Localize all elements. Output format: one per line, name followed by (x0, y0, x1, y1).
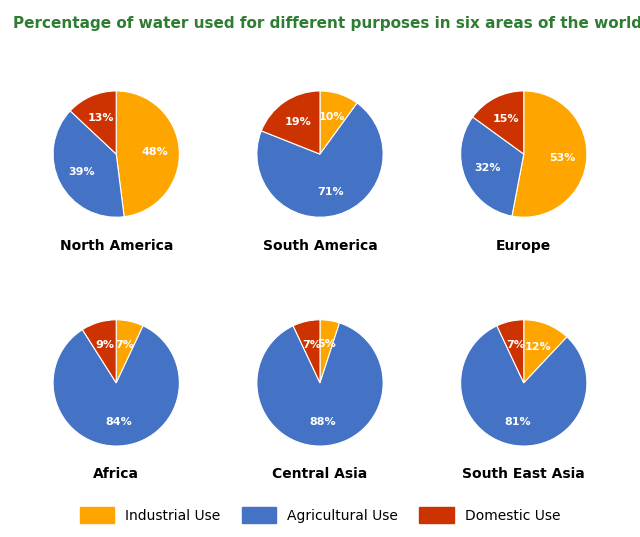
Wedge shape (524, 320, 567, 383)
Wedge shape (320, 91, 357, 154)
Text: 48%: 48% (142, 147, 169, 157)
Wedge shape (320, 320, 339, 383)
Wedge shape (461, 326, 587, 446)
Wedge shape (70, 91, 116, 154)
X-axis label: South East Asia: South East Asia (462, 467, 585, 481)
Text: 10%: 10% (319, 112, 346, 122)
Wedge shape (461, 117, 524, 216)
Wedge shape (293, 320, 320, 383)
Text: 7%: 7% (506, 340, 525, 350)
Text: 84%: 84% (106, 417, 132, 427)
Text: 12%: 12% (525, 342, 552, 352)
Text: Percentage of water used for different purposes in six areas of the world.: Percentage of water used for different p… (13, 16, 640, 31)
Text: 19%: 19% (285, 117, 312, 127)
Wedge shape (257, 103, 383, 217)
Legend: Industrial Use, Agricultural Use, Domestic Use: Industrial Use, Agricultural Use, Domest… (73, 500, 567, 530)
X-axis label: Africa: Africa (93, 467, 140, 481)
Text: 13%: 13% (88, 113, 114, 123)
X-axis label: North America: North America (60, 238, 173, 252)
Wedge shape (83, 320, 116, 383)
Text: 7%: 7% (115, 340, 134, 350)
Wedge shape (261, 91, 320, 154)
Wedge shape (512, 91, 587, 217)
Text: 39%: 39% (68, 167, 95, 177)
Text: 88%: 88% (309, 417, 336, 427)
Text: 9%: 9% (96, 340, 115, 350)
X-axis label: Europe: Europe (496, 238, 552, 252)
Text: 15%: 15% (493, 114, 519, 124)
X-axis label: South America: South America (262, 238, 378, 252)
Text: 5%: 5% (317, 339, 335, 349)
Wedge shape (257, 323, 383, 446)
Wedge shape (116, 91, 179, 217)
Text: 81%: 81% (504, 417, 531, 426)
Text: 71%: 71% (317, 187, 344, 197)
Text: 32%: 32% (474, 163, 500, 173)
X-axis label: Central Asia: Central Asia (273, 467, 367, 481)
Text: 53%: 53% (550, 153, 576, 163)
Wedge shape (497, 320, 524, 383)
Wedge shape (53, 326, 179, 446)
Wedge shape (53, 111, 124, 217)
Wedge shape (116, 320, 143, 383)
Text: 7%: 7% (302, 340, 321, 350)
Wedge shape (473, 91, 524, 154)
